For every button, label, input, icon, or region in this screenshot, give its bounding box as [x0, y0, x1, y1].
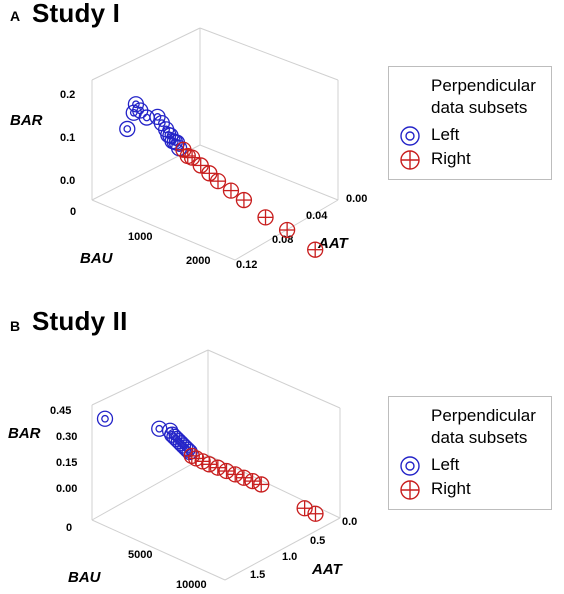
panel-a-bau-tick: 1000: [128, 231, 152, 243]
panel-a-edge: [91, 199, 236, 261]
panel-b-right-marker: [209, 459, 226, 476]
panel-b-left-marker: [177, 439, 194, 456]
legend-panel-b: Perpendicular data subsets Left Right: [388, 396, 552, 510]
panel-a-axis-labels: BAR BAU AAT: [10, 112, 350, 267]
panel-b-aat-tick: 0.5: [310, 535, 325, 547]
legend-right-label: Right: [431, 149, 471, 168]
legend-left-icon: [400, 126, 420, 146]
panel-a-right-marker: [278, 221, 296, 239]
legend-right-icon: [400, 150, 420, 170]
panel-a-bau-label: BAU: [80, 250, 114, 267]
panel-b-edge: [91, 349, 209, 406]
panel-b-bar-tick: 0.30: [56, 431, 77, 443]
panel-b-right-marker: [307, 505, 324, 522]
panel-b-right-marker: [235, 469, 253, 486]
legend-left-icon: [400, 456, 420, 476]
panel-b-right-marker: [253, 476, 270, 493]
panel-a-ticks: 0.2 0.1 0.0 0 1000 2000 0.00 0.04 0.08 0…: [60, 89, 367, 271]
legend-title-line1: Perpendicular: [431, 76, 536, 95]
panel-a-right-marker: [222, 182, 240, 199]
legend-left-label: Left: [431, 125, 460, 144]
panel-b-bau-label: BAU: [68, 569, 102, 586]
panel-b-right-marker: [244, 472, 261, 490]
panel-b-bar-tick: 0.45: [50, 405, 71, 417]
panel-b-right-marker: [201, 456, 218, 473]
panel-a-inner-edge: [91, 144, 201, 201]
panel-a-cube: [91, 27, 339, 261]
panel-b-letter: B: [10, 318, 21, 334]
panel-a-bar-tick: 0.0: [60, 175, 75, 187]
panel-b-bau-tick: 5000: [128, 549, 152, 561]
legend-right-icon: [400, 480, 420, 500]
panel-a-right-marker: [183, 149, 201, 166]
panel-a-right-marker: [235, 191, 253, 209]
panel-a-aat-label: AAT: [317, 235, 350, 252]
panel-b-bar-label: BAR: [8, 425, 41, 442]
panel-b-points: [96, 410, 324, 522]
panel-b-left-marker: [179, 441, 196, 458]
panel-b-axis-labels: BAR BAU AAT: [8, 425, 344, 586]
panel-b-right-marker: [227, 466, 244, 483]
panel-a-title: Study I: [32, 0, 121, 28]
panel-b-ticks: 0.45 0.30 0.15 0.00 0 5000 10000 0.0 0.5…: [50, 405, 357, 591]
panel-a-right-marker: [257, 209, 274, 226]
panel-a-right-marker: [192, 157, 209, 174]
panel-a-inner-edge: [199, 144, 339, 201]
panel-b-aat-tick: 1.0: [282, 551, 297, 563]
panel-a-letter: A: [10, 8, 21, 24]
panel-a-bar-label: BAR: [10, 112, 43, 129]
panel-a-right-marker: [209, 172, 227, 190]
panel-a-aat-tick: 0.12: [236, 259, 257, 271]
panel-b-bar-tick: 0.00: [56, 483, 77, 495]
legend-title-line2: data subsets: [431, 428, 528, 447]
panel-a-right-marker: [307, 241, 324, 258]
legend-title-line2: data subsets: [431, 98, 528, 117]
panel-b-edge: [207, 349, 341, 409]
panel-b-inner-edge: [91, 454, 209, 521]
panel-b-bau-tick: 10000: [176, 579, 207, 591]
legend-title-line1: Perpendicular: [431, 406, 536, 425]
panel-b-aat-label: AAT: [311, 561, 344, 578]
panel-a-left-marker: [119, 120, 136, 138]
legend-right-label: Right: [431, 479, 471, 498]
panel-a-edge: [199, 27, 339, 81]
legend-left-label: Left: [431, 455, 460, 474]
panel-a-bau-tick: 2000: [186, 255, 210, 267]
panel-a-points: [119, 96, 324, 258]
panel-b-bau-tick: 0: [66, 522, 72, 534]
panel-b-inner-edge: [207, 454, 341, 519]
panel-a-aat-tick: 0.04: [306, 210, 328, 222]
panel-a-aat-tick: 0.00: [346, 193, 367, 205]
panel-b-edge: [91, 519, 226, 581]
panel-b-bar-tick: 0.15: [56, 457, 77, 469]
legend-panel-a: Perpendicular data subsets Left Right: [388, 66, 552, 180]
panel-a-bar-tick: 0.1: [60, 132, 75, 144]
panel-b-cube: [91, 349, 341, 581]
panel-b-title: Study II: [32, 306, 128, 336]
panel-a-bar-tick: 0.2: [60, 89, 75, 101]
panel-a-right-marker: [201, 165, 218, 182]
panel-a-edge: [91, 27, 201, 81]
panel-b-edge: [224, 517, 341, 581]
panel-b-aat-tick: 0.0: [342, 516, 357, 528]
panel-b-left-marker: [96, 410, 114, 427]
panel-b-aat-tick: 1.5: [250, 569, 265, 581]
panel-b-right-marker: [218, 462, 235, 480]
panel-a-bau-tick: 0: [70, 206, 76, 218]
